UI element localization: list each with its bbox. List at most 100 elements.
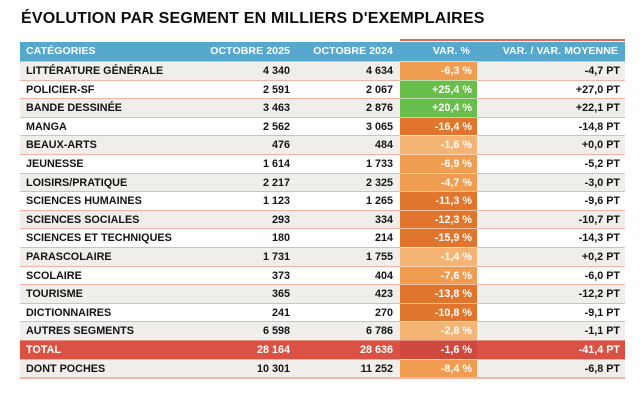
var-pct-cell: -11,3 % (400, 191, 477, 210)
var-moyenne-cell: -1,1 PT (477, 321, 625, 340)
table-row: BANDE DESSINÉE 3 463 2 876 +20,4 % +22,1 PT (20, 98, 625, 117)
octobre-2024-cell: 2 325 (297, 172, 400, 192)
octobre-2025-cell: 476 (182, 135, 297, 154)
octobre-2025-cell: 28 164 (182, 339, 297, 359)
page-title: ÉVOLUTION PAR SEGMENT EN MILLIERS D'EXEM… (21, 10, 485, 27)
category-cell: LOISIRS/PRATIQUE (20, 172, 182, 192)
octobre-2025-cell: 180 (182, 228, 297, 247)
octobre-2024-cell: 1 265 (297, 191, 400, 210)
var-pct-cell: -4,7 % (400, 172, 477, 192)
octobre-2025-cell: 1 731 (182, 246, 297, 266)
table-row: BEAUX-ARTS 476 484 -1,6 % +0,0 PT (20, 135, 625, 154)
var-pct-cell: -2,8 % (400, 321, 477, 340)
octobre-2024-cell: 404 (297, 265, 400, 285)
octobre-2025-cell: 1 614 (182, 153, 297, 173)
category-cell: TOURISME (20, 284, 182, 303)
category-cell: BANDE DESSINÉE (20, 98, 182, 117)
category-cell: DONT POCHES (20, 358, 182, 378)
var-moyenne-cell: +27,0 PT (477, 79, 625, 99)
octobre-2024-cell: 28 636 (297, 339, 400, 359)
octobre-2024-cell: 1 755 (297, 246, 400, 266)
table-row: LOISIRS/PRATIQUE 2 217 2 325 -4,7 % -3,0 PT (20, 172, 625, 192)
var-pct-cell: -16,4 % (400, 116, 477, 136)
category-cell: POLICIER-SF (20, 79, 182, 99)
table-row: SCIENCES HUMAINES 1 123 1 265 -11,3 % -9,6 P… (20, 191, 625, 210)
category-cell: SCIENCES ET TECHNIQUES (20, 228, 182, 247)
var-pct-cell: -13,8 % (400, 284, 477, 303)
table-row: DICTIONNAIRES 241 270 -10,8 % -9,1 PT (20, 302, 625, 322)
table-row: JEUNESSE 1 614 1 733 -6,9 % -5,2 PT (20, 153, 625, 173)
octobre-2024-cell: 334 (297, 209, 400, 229)
octobre-2024-cell: 6 786 (297, 321, 400, 340)
var-pct-cell: -6,3 % (400, 61, 477, 80)
segments-table: CATÉGORIES OCTOBRE 2025 OCTOBRE 2024 VAR… (20, 42, 625, 380)
var-pct-cell: -8,4 % (400, 358, 477, 378)
var-pct-cell: -10,8 % (400, 302, 477, 322)
table-row: TOURISME 365 423 -13,8 % -12,2 PT (20, 284, 625, 303)
var-pct-cell: +20,4 % (400, 98, 477, 117)
var-pct-cell: -1,6 % (400, 339, 477, 359)
category-cell: SCIENCES HUMAINES (20, 191, 182, 210)
var-moyenne-cell: -10,7 PT (477, 209, 625, 229)
category-cell: PARASCOLAIRE (20, 246, 182, 266)
table-header-row: CATÉGORIES OCTOBRE 2025 OCTOBRE 2024 VAR… (20, 42, 625, 61)
category-cell: JEUNESSE (20, 153, 182, 173)
table-row: SCIENCES SOCIALES 293 334 -12,3 % -10,7 PT (20, 209, 625, 229)
category-cell: SCOLAIRE (20, 265, 182, 285)
octobre-2025-cell: 4 340 (182, 61, 297, 80)
var-pct-cell: -7,6 % (400, 265, 477, 285)
octobre-2025-cell: 2 217 (182, 172, 297, 192)
category-cell: LITTÉRATURE GÉNÉRALE (20, 61, 182, 80)
octobre-2024-cell: 484 (297, 135, 400, 154)
category-cell: SCIENCES SOCIALES (20, 209, 182, 229)
octobre-2024-cell: 4 634 (297, 61, 400, 80)
octobre-2024-cell: 214 (297, 228, 400, 247)
table-row: SCIENCES ET TECHNIQUES 180 214 -15,9 % -14,3… (20, 228, 625, 247)
octobre-2025-cell: 3 463 (182, 98, 297, 117)
octobre-2025-cell: 6 598 (182, 321, 297, 340)
octobre-2025-cell: 10 301 (182, 358, 297, 378)
octobre-2025-cell: 293 (182, 209, 297, 229)
category-cell: AUTRES SEGMENTS (20, 321, 182, 340)
var-pct-cell: -15,9 % (400, 228, 477, 247)
table-row: TOTAL 28 164 28 636 -1,6 % -41,4 PT (20, 339, 625, 359)
octobre-2024-cell: 3 065 (297, 116, 400, 136)
octobre-2024-cell: 1 733 (297, 153, 400, 173)
var-moyenne-cell: -4,7 PT (477, 61, 625, 80)
var-moyenne-cell: +22,1 PT (477, 98, 625, 117)
var-moyenne-cell: -41,4 PT (477, 339, 625, 359)
header-categories: CATÉGORIES (26, 45, 96, 57)
octobre-2024-cell: 423 (297, 284, 400, 303)
header-var-pct: VAR. % (432, 45, 470, 57)
var-pct-cell: -1,4 % (400, 246, 477, 266)
header-octobre-2025: OCTOBRE 2025 (210, 45, 290, 57)
var-pct-cell: -1,6 % (400, 135, 477, 154)
var-pct-cell: -12,3 % (400, 209, 477, 229)
var-pct-cell: +25,4 % (400, 79, 477, 99)
octobre-2025-cell: 373 (182, 265, 297, 285)
var-moyenne-cell: -5,2 PT (477, 153, 625, 173)
octobre-2024-cell: 270 (297, 302, 400, 322)
table-row: POLICIER-SF 2 591 2 067 +25,4 % +27,0 PT (20, 79, 625, 99)
category-cell: BEAUX-ARTS (20, 135, 182, 154)
category-cell: TOTAL (20, 339, 182, 359)
var-moyenne-cell: -12,2 PT (477, 284, 625, 303)
table-row: MANGA 2 562 3 065 -16,4 % -14,8 PT (20, 116, 625, 136)
var-moyenne-cell: -3,0 PT (477, 172, 625, 192)
var-pct-cell: -6,9 % (400, 153, 477, 173)
category-cell: DICTIONNAIRES (20, 302, 182, 322)
table-row: DONT POCHES 10 301 11 252 -8,4 % -6,8 PT (20, 358, 625, 378)
table-row: AUTRES SEGMENTS 6 598 6 786 -2,8 % -1,1 PT (20, 321, 625, 340)
var-moyenne-cell: -6,0 PT (477, 265, 625, 285)
octobre-2025-cell: 2 591 (182, 79, 297, 99)
header-accent-line (400, 39, 625, 41)
table-row: SCOLAIRE 373 404 -7,6 % -6,0 PT (20, 265, 625, 285)
octobre-2025-cell: 241 (182, 302, 297, 322)
header-var-moyenne: VAR. / VAR. MOYENNE (502, 45, 618, 57)
octobre-2025-cell: 2 562 (182, 116, 297, 136)
table-body: LITTÉRATURE GÉNÉRALE 4 340 4 634 -6,3 % -4,7… (20, 61, 625, 378)
octobre-2025-cell: 1 123 (182, 191, 297, 210)
octobre-2024-cell: 2 067 (297, 79, 400, 99)
table-row: LITTÉRATURE GÉNÉRALE 4 340 4 634 -6,3 % -4,7… (20, 61, 625, 80)
octobre-2024-cell: 11 252 (297, 358, 400, 378)
